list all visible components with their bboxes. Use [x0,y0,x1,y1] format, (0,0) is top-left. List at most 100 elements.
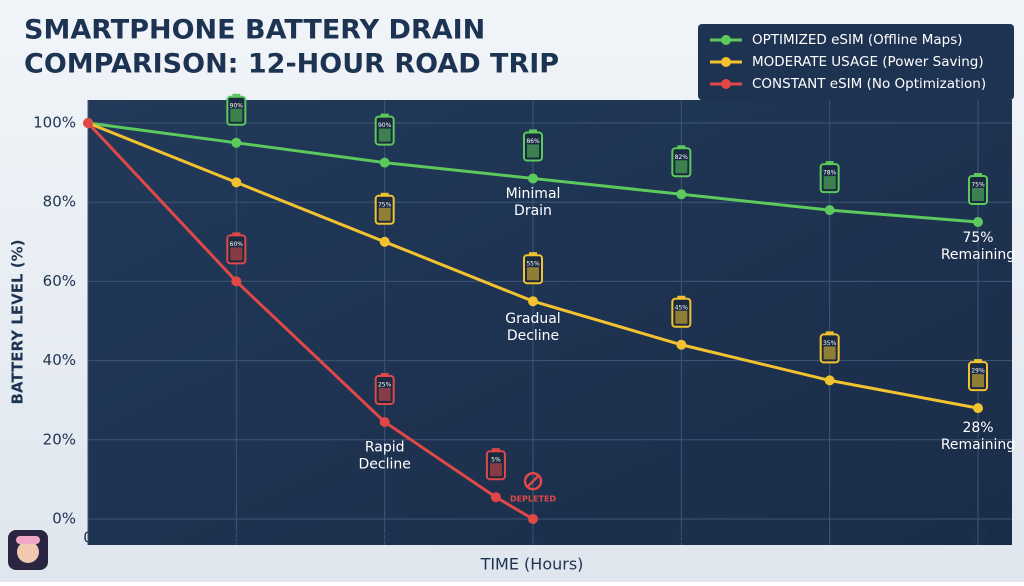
battery-label: 25% [378,381,392,388]
battery-icon: 35% [819,331,840,364]
data-point [528,296,538,307]
battery-icon: 90% [374,113,395,146]
plot-area [88,100,1012,545]
legend-marker [721,35,731,45]
legend-box [698,24,1014,100]
battery-label: 75% [971,182,985,189]
battery-cap [232,232,241,236]
battery-label: 45% [675,304,689,311]
annotation: Rapid [365,440,405,456]
battery-icon: 55% [523,252,543,285]
x-tick-label: 6 [528,529,538,547]
battery-label: 29% [971,368,985,375]
data-point [973,403,983,414]
legend-marker [721,79,731,89]
data-point [231,177,242,188]
battery-label: 90% [378,122,392,129]
legend: OPTIMIZED eSIM (Offline Maps) MODERATE US… [710,32,986,92]
battery-cap [491,448,500,452]
battery-cap [380,372,389,376]
data-point [973,217,983,227]
battery-icon: 75% [374,192,395,225]
legend-label: MODERATE USAGE (Power Saving) [752,54,984,70]
battery-level [675,160,688,174]
data-point [824,205,835,216]
y-tick-label: 20% [43,430,76,448]
battery-cap [380,192,389,196]
battery-cap [825,161,834,165]
depleted-icon-bar [527,475,539,488]
battery-icon: 78% [819,161,840,194]
x-tick-label: 0 [83,529,93,547]
annotation: Decline [507,328,559,344]
battery-label: 55% [526,261,540,268]
battery-level [378,207,391,221]
battery-label: 90% [230,102,244,109]
battery-label: 75% [378,201,392,208]
y-axis-label: BATTERY LEVEL (%) [9,240,27,405]
annotation: Gradual [505,311,560,327]
annotation: Remaining [941,247,1015,263]
battery-label: 35% [823,340,837,347]
annotation: Drain [514,203,552,219]
battery-level [972,188,984,201]
battery-icon: 45% [671,295,692,328]
legend-marker [721,57,731,67]
data-point [676,189,687,200]
battery-icon: 29% [968,359,988,392]
battery-label: 86% [526,138,540,145]
battery-level [230,108,243,122]
x-tick-label: 10 [820,529,839,547]
battery-level [972,374,984,388]
y-tick-label: 60% [43,272,76,290]
data-point [528,173,538,184]
battery-icon: 60% [226,232,247,265]
y-tick-label: 100% [33,114,76,132]
y-tick-label: 40% [43,351,76,369]
battery-cap [677,145,686,149]
battery-label: 82% [675,154,689,161]
chart-title: COMPARISON: 12-HOUR ROAD TRIP [24,49,559,80]
battery-cap [974,359,982,363]
legend-label: CONSTANT eSIM (No Optimization) [752,76,986,92]
battery-label: 78% [823,170,837,177]
battery-label: 60% [230,241,244,248]
data-point [824,375,835,386]
annotation: Decline [358,457,410,473]
y-tick-label: 80% [43,193,76,211]
data-point [231,137,242,148]
battery-level [527,267,539,281]
battery-level [675,310,688,324]
annotation: Minimal [506,186,561,202]
battery-icon: 25% [374,372,395,405]
data-point [231,276,242,287]
data-point [379,236,390,247]
data-point [528,514,538,524]
annotation: 75% [962,230,993,246]
annotation: 28% [962,420,993,436]
x-tick-label: 8 [677,529,687,547]
data-point [379,157,390,168]
battery-cap [974,173,982,176]
x-tick-label: 4 [380,529,390,547]
battery-cap [232,93,241,97]
data-point [490,492,501,503]
chart-title: SMARTPHONE BATTERY DRAIN [24,15,485,46]
battery-cap [677,295,686,299]
battery-icon: 5% [485,448,506,481]
battery-label: 5% [491,457,501,464]
x-tick-label: 12 [968,529,987,547]
legend-label: OPTIMIZED eSIM (Offline Maps) [752,32,963,48]
battery-cap [380,113,389,117]
y-tick-label: 0% [52,510,76,528]
data-point [379,416,390,427]
battery-icon: 75% [968,173,988,205]
data-point [83,118,93,128]
annotation: Remaining [941,437,1015,453]
annotation: DEPLETED [510,495,556,504]
data-point [676,339,687,350]
battery-icon: 82% [671,145,692,178]
battery-cap [825,331,834,335]
battery-level [823,346,836,360]
